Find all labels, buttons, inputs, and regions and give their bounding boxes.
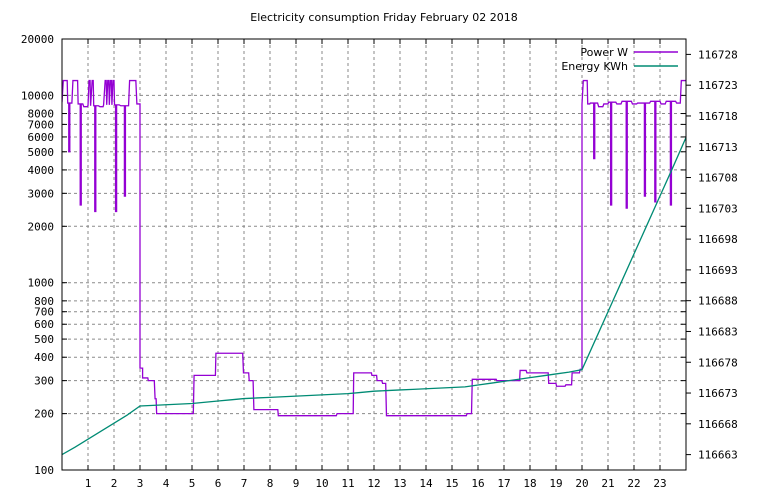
x-axis-tick-label: 17 [497, 477, 510, 490]
x-axis-tick-label: 16 [471, 477, 484, 490]
x-axis-tick-label: 7 [241, 477, 248, 490]
y-axis-left-tick-label: 500 [34, 333, 54, 346]
legend-label-power: Power W [580, 46, 628, 59]
x-axis-tick-label: 8 [267, 477, 274, 490]
x-axis-tick-label: 11 [341, 477, 354, 490]
y-axis-left-tick-label: 100 [34, 464, 54, 477]
x-axis-labels: 1 2 3 4 5 6 7 8 9 10 11 12 13 14 15 16 17 18 19 20 21 22 23 [85, 477, 667, 490]
y-axis-left-tick-label: 5000 [28, 146, 55, 159]
y-axis-right-tick-label: 116703 [698, 202, 738, 215]
y-axis-right-tick-label: 116663 [698, 449, 738, 462]
x-axis-tick-label: 12 [367, 477, 380, 490]
x-axis-tick-label: 15 [445, 477, 458, 490]
y-axis-right-tick-label: 116728 [698, 48, 738, 61]
y-axis-left-tick-label: 3000 [28, 187, 55, 200]
y-axis-left-tick-label: 6000 [28, 131, 55, 144]
y-axis-left-tick-label: 600 [34, 318, 54, 331]
x-axis-tick-label: 23 [653, 477, 666, 490]
series-line-energy [62, 137, 686, 456]
x-axis-tick-label: 9 [293, 477, 300, 490]
y-axis-left-tick-label: 8000 [28, 108, 55, 121]
y-axis-right-labels: 116663 116668 116673 116678 116683 116688 1166… [698, 48, 738, 461]
legend-label-energy: Energy KWh [561, 60, 628, 73]
series-line-power [62, 79, 686, 417]
x-axis-tick-label: 19 [549, 477, 562, 490]
y-axis-left-tick-label: 10000 [21, 89, 54, 102]
y-axis-right-tick-label: 116683 [698, 325, 738, 338]
y-axis-left-tick-label: 300 [34, 375, 54, 388]
x-axis-tick-label: 6 [215, 477, 222, 490]
y-axis-right-tick-label: 116718 [698, 110, 738, 123]
y-axis-right-tick-label: 116693 [698, 264, 738, 277]
x-axis-tick-label: 20 [575, 477, 588, 490]
x-axis-tick-label: 14 [419, 477, 433, 490]
x-axis-tick-label: 3 [137, 477, 144, 490]
y-axis-left-tick-label: 7000 [28, 118, 55, 131]
y-axis-left-tick-label: 800 [34, 295, 54, 308]
chart-title: Electricity consumption Friday February … [250, 11, 517, 24]
x-axis-tick-label: 18 [523, 477, 536, 490]
x-axis-tick-label: 10 [315, 477, 328, 490]
plot-frame [61, 38, 687, 471]
y-axis-left-tick-label: 20000 [21, 33, 54, 46]
x-axis-tick-label: 1 [85, 477, 92, 490]
y-axis-right-tick-label: 116713 [698, 141, 738, 154]
y-axis-left-tick-label: 700 [34, 306, 54, 319]
y-axis-right-tick-label: 116673 [698, 387, 738, 400]
x-axis-tick-label: 2 [111, 477, 118, 490]
y-axis-right-tick-label: 116678 [698, 356, 738, 369]
x-axis-tick-label: 4 [163, 477, 170, 490]
y-axis-right-tick-label: 116698 [698, 233, 738, 246]
x-axis-tick-label: 22 [627, 477, 640, 490]
y-axis-right-tick-label: 116708 [698, 172, 738, 185]
y-axis-left-tick-label: 1000 [28, 277, 55, 290]
y-axis-right-tick-label: 116668 [698, 418, 738, 431]
y-axis-left-tick-label: 200 [34, 408, 54, 421]
y-axis-left-tick-label: 4000 [28, 164, 55, 177]
gridlines [62, 39, 686, 470]
x-axis-tick-label: 21 [601, 477, 614, 490]
x-axis-tick-label: 13 [393, 477, 406, 490]
y-axis-left-tick-label: 400 [34, 351, 54, 364]
x-axis-tick-label: 5 [189, 477, 196, 490]
y-axis-left-tick-label: 2000 [28, 220, 55, 233]
data-series [62, 79, 686, 456]
y-axis-right-tick-label: 116723 [698, 79, 738, 92]
y-axis-right-tick-label: 116688 [698, 295, 738, 308]
